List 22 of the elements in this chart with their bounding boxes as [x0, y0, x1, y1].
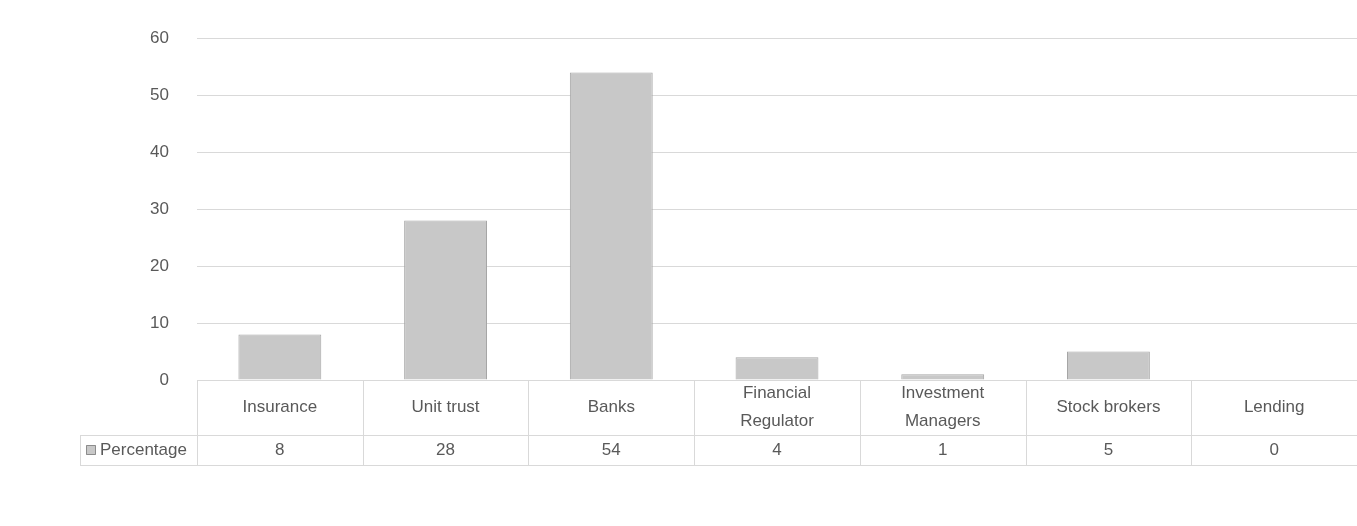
data-label: 28	[436, 439, 456, 459]
data-label: 8	[275, 439, 285, 459]
legend-label: Percentage	[100, 439, 187, 459]
x-tick-label: Investment Managers	[901, 383, 985, 431]
x-tick-label: Stock brokers	[1056, 397, 1161, 417]
y-tick-label: 20	[150, 255, 169, 275]
x-tick-label: Financial Regulator	[740, 383, 815, 431]
y-tick-label: 50	[150, 84, 169, 104]
x-tick-label: Insurance	[242, 397, 318, 417]
data-label: 0	[1269, 439, 1279, 459]
x-tick-label: Lending	[1243, 397, 1305, 417]
y-tick-label: 40	[150, 141, 169, 161]
x-tick-label: Banks	[587, 397, 635, 417]
data-label: 54	[601, 439, 621, 459]
y-tick-label: 30	[150, 198, 169, 218]
data-label: 4	[772, 439, 782, 459]
y-tick-label: 0	[159, 369, 169, 389]
x-tick-label: Unit trust	[411, 397, 480, 417]
y-tick-label: 60	[150, 27, 169, 47]
data-label: 1	[937, 439, 948, 459]
data-label: 5	[1103, 439, 1114, 459]
y-tick-label: 10	[150, 312, 169, 332]
